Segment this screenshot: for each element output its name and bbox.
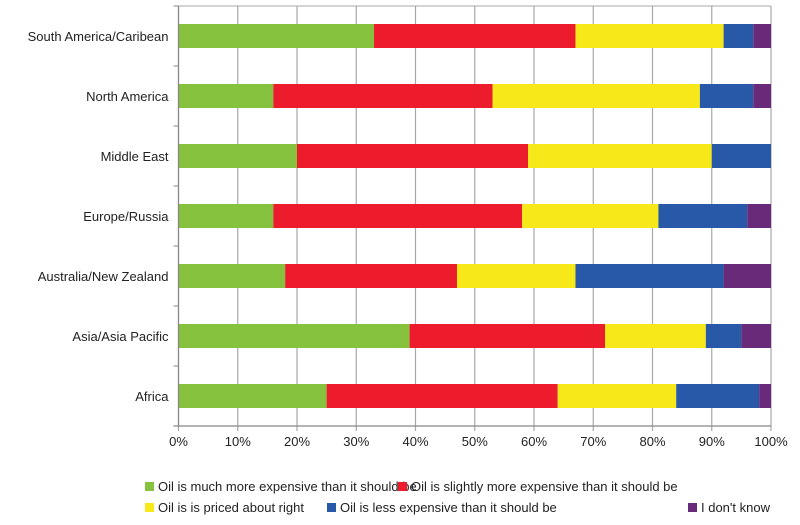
bar-segment	[575, 24, 724, 48]
bar-segment	[409, 324, 606, 348]
category-label: Asia/Asia Pacific	[72, 329, 169, 344]
bar-segment	[705, 324, 742, 348]
bar-segment	[492, 84, 700, 108]
x-tick-label: 0%	[169, 434, 188, 449]
bar-segment	[605, 324, 706, 348]
category-label: Africa	[135, 389, 169, 404]
x-tick-label: 50%	[462, 434, 488, 449]
x-tick-label: 40%	[402, 434, 428, 449]
bar-segment	[759, 384, 771, 408]
bar-segment	[178, 324, 410, 348]
bar-segment	[723, 264, 771, 288]
x-tick-labels: 0% 10% 20% 30% 40% 50% 60% 70% 80% 90% 100%	[169, 434, 788, 449]
bar-segment	[575, 264, 724, 288]
category-labels: South America/Caribean North America Middl…	[28, 29, 170, 404]
bar-segment	[178, 24, 375, 48]
bar-segment	[326, 384, 558, 408]
x-tick-label: 100%	[754, 434, 788, 449]
bar-segment	[753, 24, 771, 48]
bar-segment	[658, 204, 748, 228]
x-tick-label: 20%	[284, 434, 310, 449]
bar-segment	[723, 24, 754, 48]
category-label: Europe/Russia	[83, 209, 169, 224]
bar-segment	[273, 204, 523, 228]
bar-segment	[374, 24, 576, 48]
bar-segment	[178, 204, 274, 228]
bar-segment	[522, 204, 659, 228]
bar-segment	[178, 384, 327, 408]
category-label: South America/Caribean	[28, 29, 169, 44]
bar-segment	[741, 324, 771, 348]
category-label: North America	[86, 89, 169, 104]
bar-segment	[676, 384, 760, 408]
bar-segment	[753, 84, 771, 108]
bar-segment	[273, 84, 493, 108]
bar-segment	[557, 384, 677, 408]
bar-segment	[699, 84, 754, 108]
bars	[178, 24, 771, 408]
bar-segment	[178, 264, 286, 288]
bar-segment	[178, 84, 274, 108]
bar-segment	[456, 264, 576, 288]
bar-segment	[528, 144, 712, 168]
bar-segment	[747, 204, 771, 228]
x-tick-label: 60%	[521, 434, 547, 449]
category-label: Australia/New Zealand	[38, 269, 169, 284]
x-tick-label: 80%	[639, 434, 665, 449]
bar-segment	[297, 144, 529, 168]
category-label: Middle East	[101, 149, 169, 164]
x-tick-label: 10%	[225, 434, 251, 449]
bar-segment	[285, 264, 457, 288]
x-tick-label: 70%	[580, 434, 606, 449]
x-tick-label: 30%	[343, 434, 369, 449]
bar-segment	[178, 144, 297, 168]
axes	[173, 5, 771, 427]
x-tick-label: 90%	[699, 434, 725, 449]
bar-segment	[711, 144, 771, 168]
